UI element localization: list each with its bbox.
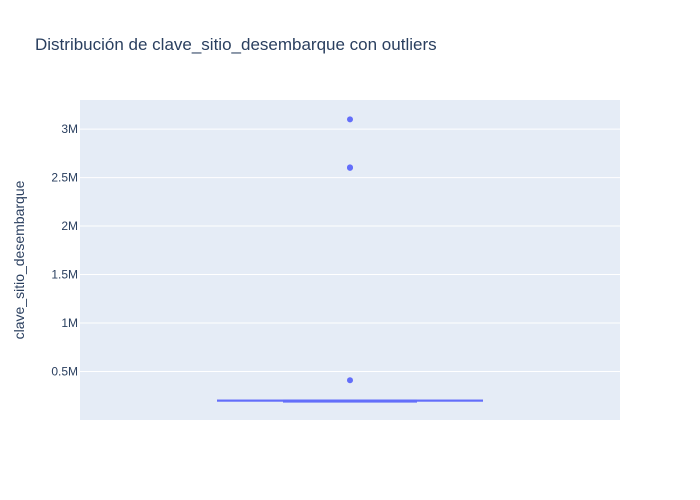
box-series (217, 399, 483, 403)
grid-lines (80, 128, 620, 373)
y-axis-title: clave_sitio_desembarque (11, 180, 27, 339)
y-axis-ticks: 0.5M 1M 1.5M 2M 2.5M 3M (51, 122, 78, 378)
outlier-point (347, 116, 353, 123)
outlier-points (347, 116, 353, 384)
outlier-point (347, 377, 353, 384)
y-tick-label: 1M (61, 316, 78, 330)
plot-area (80, 100, 620, 420)
chart-title: Distribución de clave_sitio_desembarque … (35, 35, 437, 54)
y-tick-label: 3M (61, 122, 78, 136)
y-tick-label: 1.5M (51, 268, 78, 282)
outlier-point (347, 164, 353, 171)
y-tick-label: 0.5M (51, 365, 78, 379)
y-tick-label: 2M (61, 219, 78, 233)
y-tick-label: 2.5M (51, 171, 78, 185)
